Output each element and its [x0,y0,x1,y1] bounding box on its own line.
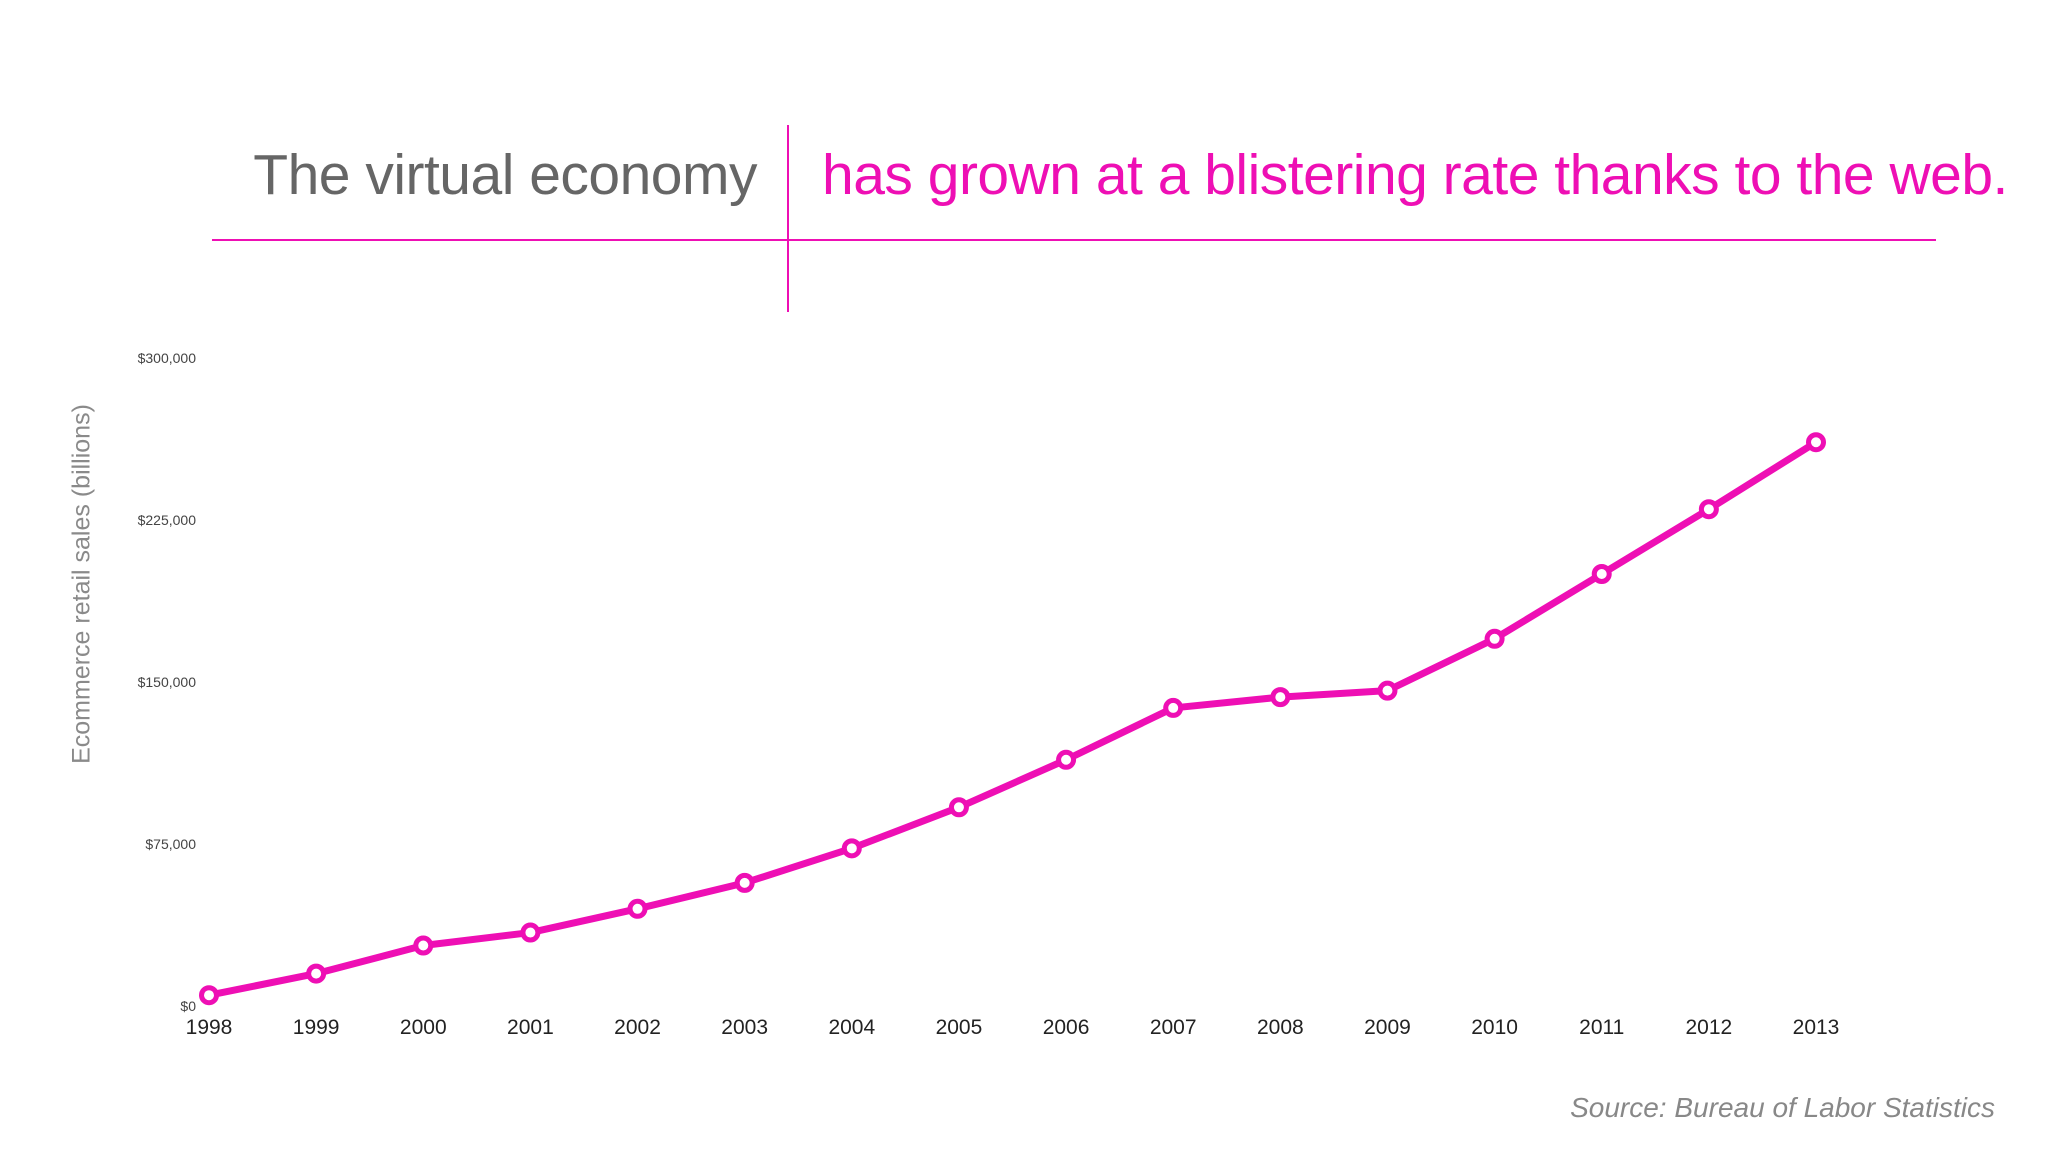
x-tick-label: 2007 [1150,1016,1197,1039]
x-tick-labels: 1998 1999 2000 2001 2002 2003 2004 2005 2006 2007… [186,1016,1840,1039]
data-point [1698,499,1719,520]
x-tick-label: 2005 [936,1016,983,1039]
data-point [1270,687,1291,708]
data-point [306,963,327,984]
y-tick-labels: $0 $75,000 $150,000 $225,000 $300,000 [138,350,197,1014]
x-tick-label: 2009 [1364,1016,1411,1039]
data-point [1591,564,1612,584]
headline-right: has grown at a blistering rate thanks to… [822,143,2008,207]
data-point [734,872,755,893]
source-note: Source: Bureau of Labor Statistics [1570,1092,1995,1123]
x-tick-label: 2004 [828,1016,875,1039]
data-point [1377,680,1398,701]
data-point [948,797,969,818]
y-tick-label: $300,000 [138,350,197,366]
x-tick-label: 2001 [507,1016,554,1039]
y-tick-label: $150,000 [138,674,197,690]
x-tick-label: 2006 [1043,1016,1090,1039]
x-tick-label: 2000 [400,1016,447,1039]
series-line [205,438,1820,999]
x-tick-label: 2008 [1257,1016,1304,1039]
data-point [841,838,862,859]
x-tick-label: 2013 [1793,1016,1840,1039]
x-tick-label: 2011 [1579,1016,1624,1039]
x-tick-label: 2002 [614,1016,661,1039]
data-point [1056,749,1077,770]
data-point [1484,628,1505,649]
x-tick-label: 2003 [721,1016,768,1039]
x-tick-label: 1999 [293,1016,340,1039]
series-group [199,432,1826,1006]
y-tick-label: $75,000 [145,836,196,852]
data-point [520,922,541,943]
data-point [1806,432,1826,453]
y-tick-label: $225,000 [138,512,197,528]
x-tick-label: 2012 [1686,1016,1733,1039]
data-point [413,935,434,956]
y-tick-label: $0 [180,998,196,1014]
data-point [627,898,648,919]
headline-left: The virtual economy [253,143,757,207]
data-point [1163,697,1184,718]
x-tick-label: 1998 [186,1016,233,1039]
data-point [199,985,219,1006]
x-tick-label: 2010 [1471,1016,1518,1039]
